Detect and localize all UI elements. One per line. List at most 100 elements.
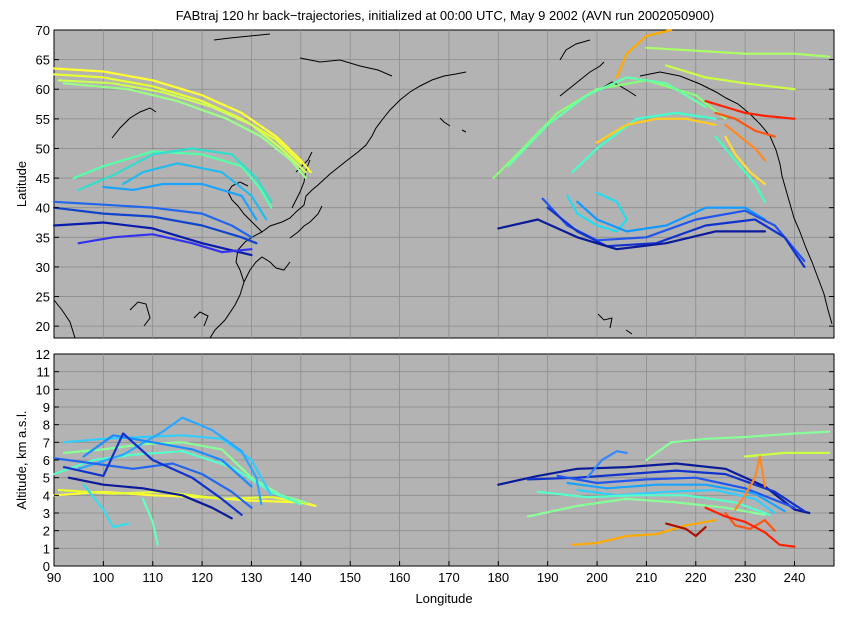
x-tick-label: 120 <box>191 570 213 585</box>
x-tick-label: 170 <box>438 570 460 585</box>
trajectory-line <box>546 206 806 268</box>
trajectory-line <box>714 111 776 138</box>
x-tick-label: 150 <box>339 570 361 585</box>
trajectory-line <box>556 474 796 509</box>
trajectory-line <box>714 135 766 203</box>
y-tick-label: 55 <box>36 112 50 127</box>
trajectory-line <box>566 191 628 233</box>
map-series-group <box>52 28 831 268</box>
trajectory-line <box>82 483 130 529</box>
figure-title: FABtraj 120 hr back−trajectories, initia… <box>176 8 714 23</box>
y-tick-label: 45 <box>36 171 50 186</box>
trajectory-line <box>595 117 717 144</box>
x-tick-label: 200 <box>586 570 608 585</box>
trajectory-line <box>576 200 766 233</box>
trajectory-line <box>724 511 776 532</box>
y-tick-label: 3 <box>43 506 50 521</box>
x-tick-label: 140 <box>290 570 312 585</box>
trajectory-line <box>67 476 233 520</box>
trajectory-line <box>724 135 766 186</box>
y-tick-label: 5 <box>43 471 50 486</box>
trajectory-line <box>62 434 273 497</box>
trajectory-line <box>62 441 307 504</box>
trajectory-line <box>82 434 253 488</box>
y-tick-label: 7 <box>43 435 50 450</box>
y-tick-label: 0 <box>43 559 50 574</box>
trajectory-line <box>704 506 796 548</box>
trajectory-line <box>52 450 302 506</box>
trajectory-line <box>72 150 273 209</box>
trajectory-line <box>492 79 727 180</box>
x-tick-label: 100 <box>93 570 115 585</box>
trajectory-line <box>52 73 302 165</box>
x-tick-label: 230 <box>734 570 756 585</box>
x-tick-label: 110 <box>142 570 163 585</box>
y-tick-label: 20 <box>36 319 50 334</box>
trajectory-line <box>566 481 786 513</box>
trajectory-line <box>497 462 811 515</box>
y-tick-label: 50 <box>36 141 50 156</box>
trajectory-line <box>507 76 707 168</box>
x-tick-label: 240 <box>784 570 806 585</box>
y-tick-label: 25 <box>36 290 50 305</box>
trajectory-line <box>665 64 796 91</box>
y-tick-label: 40 <box>36 201 50 216</box>
trajectory-line <box>526 469 806 513</box>
trajectory-line <box>77 147 273 203</box>
trajectory-line <box>57 79 307 174</box>
x-tick-label: 210 <box>636 570 658 585</box>
y-tick-label: 60 <box>36 82 50 97</box>
y-tick-label: 1 <box>43 541 50 556</box>
trajectory-line <box>497 218 766 251</box>
trajectory-line <box>571 519 717 546</box>
trajectory-line <box>52 67 312 174</box>
map-y-axis-label: Latitude <box>14 161 29 207</box>
x-tick-label: 130 <box>241 570 263 585</box>
altitude-grid <box>54 354 834 566</box>
y-tick-label: 35 <box>36 230 50 245</box>
coastline-outline <box>53 33 833 339</box>
trajectory-line <box>52 200 253 239</box>
trajectory-line <box>77 233 253 254</box>
trajectory-line <box>576 488 776 515</box>
trajectory-line <box>571 111 717 174</box>
y-tick-label: 9 <box>43 400 50 415</box>
x-axis-label: Longitude <box>415 591 472 606</box>
y-tick-label: 2 <box>43 524 50 539</box>
trajectory-line <box>102 182 258 221</box>
trajectory-line <box>52 457 253 509</box>
trajectory-line <box>57 488 312 506</box>
map-panel: 20 25 30 35 40 45 50 55 60 65 70 Latitude <box>14 23 835 339</box>
y-tick-label: 65 <box>36 53 50 68</box>
y-tick-label: 10 <box>36 382 50 397</box>
map-grid <box>54 30 834 338</box>
trajectory-line <box>734 455 766 511</box>
trajectory-line <box>645 46 831 58</box>
trajectory-line <box>536 490 771 516</box>
trajectory-line <box>77 416 263 506</box>
trajectory-line <box>724 123 766 162</box>
x-tick-label: 160 <box>389 570 411 585</box>
x-tick-label: 90 <box>47 570 61 585</box>
y-tick-label: 8 <box>43 418 50 433</box>
y-tick-label: 70 <box>36 23 50 38</box>
y-tick-label: 4 <box>43 488 50 503</box>
trajectory-line <box>52 206 258 245</box>
trajectory-line <box>615 28 673 79</box>
trajectory-line <box>122 162 268 221</box>
x-tick-label: 220 <box>685 570 707 585</box>
trajectory-line <box>744 451 831 458</box>
x-tick-label: 180 <box>487 570 509 585</box>
trajectory-line <box>586 450 628 479</box>
trajectory-line <box>62 82 307 180</box>
trajectory-line <box>52 221 253 257</box>
altitude-y-axis-label: Altitude, km a.s.l. <box>14 411 29 510</box>
altitude-x-ticks: 90 100 110 120 130 140 150 160 170 180 190 200 210 22… <box>47 561 806 585</box>
trajectory-line <box>62 432 243 516</box>
trajectory-line <box>526 497 766 518</box>
y-tick-label: 11 <box>37 365 51 380</box>
trajectory-line <box>665 522 707 538</box>
